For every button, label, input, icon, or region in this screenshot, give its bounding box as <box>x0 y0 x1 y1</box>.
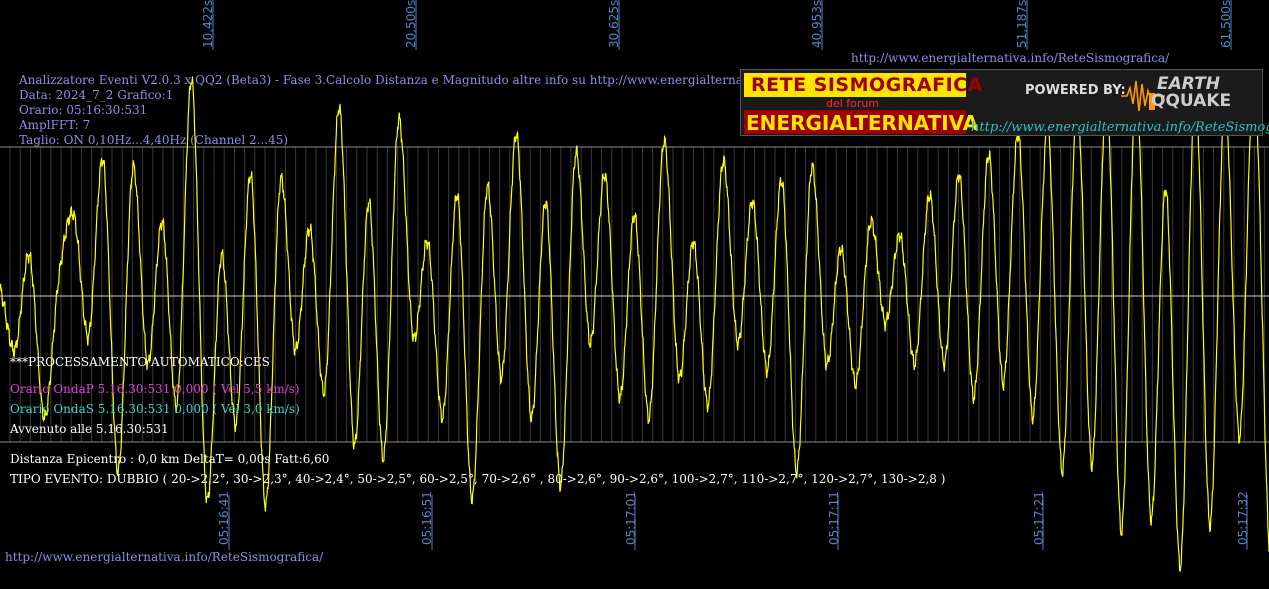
bottom-tick-label: 05:17:11 <box>827 491 841 545</box>
analyzer-title: Analizzatore Eventi V2.0.3 x QQ2 (Beta3)… <box>19 73 855 87</box>
source-url-top[interactable]: http://www.energialternativa.info/ReteSi… <box>851 51 1170 65</box>
time-line: Orario: 05:16:30:531 <box>19 103 148 117</box>
event-type: TIPO EVENTO: DUBBIO ( 20->2,2°, 30->2,3°… <box>10 472 946 486</box>
ampl-fft-line: AmplFFT: 7 <box>19 118 91 132</box>
logo-earth-text: EARTH <box>1157 74 1220 94</box>
vertical-grid <box>9 147 1266 442</box>
logo-qquake-text: QQUAKE <box>1151 91 1232 111</box>
source-url-bottom[interactable]: http://www.energialternativa.info/ReteSi… <box>5 550 324 564</box>
epicenter-distance: Distanza Epicentro : 0,0 km DeltaT= 0,00… <box>10 452 330 466</box>
top-tick-label: 10,422s <box>201 0 215 48</box>
bottom-tick-label: 05:16:41 <box>217 491 231 545</box>
logo-rete-text: RETE SISMOGRAFICA <box>751 74 983 96</box>
bottom-tick-label: 05:16:51 <box>420 491 434 545</box>
bottom-tick-label: 05:17:32 <box>1236 491 1250 545</box>
event-time: Avvenuto alle 5.16.30:531 <box>10 422 169 436</box>
top-tick-label: 30,625s <box>607 0 621 48</box>
logo-forum-text: del forum <box>826 97 880 110</box>
filter-line: Taglio: ON 0,10Hz...4,40Hz (Channel 2...… <box>19 133 289 147</box>
date-line: Data: 2024_7_2 Grafico:1 <box>19 88 174 102</box>
top-tick-label: 51,187s <box>1015 0 1029 48</box>
top-tick-marks <box>212 0 1232 50</box>
logo-url[interactable]: http://www.energialternativa.info/ReteSi… <box>971 120 1269 135</box>
bottom-tick-label: 05:17:21 <box>1032 491 1046 545</box>
bottom-tick-label: 05:17:01 <box>624 491 638 545</box>
onda-s-time: Orario OndaS 5.16.30:531 0,000 ( Vel 3,0… <box>10 402 300 416</box>
onda-p-time: Orario OndaP 5.16.30:531 0,000 ( Vel 5,5… <box>10 382 300 396</box>
seismic-trace <box>0 72 1269 573</box>
logo-powered-by: POWERED BY: <box>1025 83 1126 98</box>
logo-energialternativa-text: ENERGIALTERNATIVA <box>746 111 979 135</box>
top-tick-label: 61,500s <box>1219 0 1233 48</box>
processing-status: ***PROCESSAMENTO AUTOMATICO:CES <box>10 355 270 369</box>
top-tick-label: 20,500s <box>404 0 418 48</box>
rete-sismografica-logo: RETE SISMOGRAFICA del forum ENERGIALTERN… <box>740 69 1269 136</box>
top-tick-label: 40,953s <box>810 0 824 48</box>
bottom-tick-marks <box>228 495 1248 550</box>
